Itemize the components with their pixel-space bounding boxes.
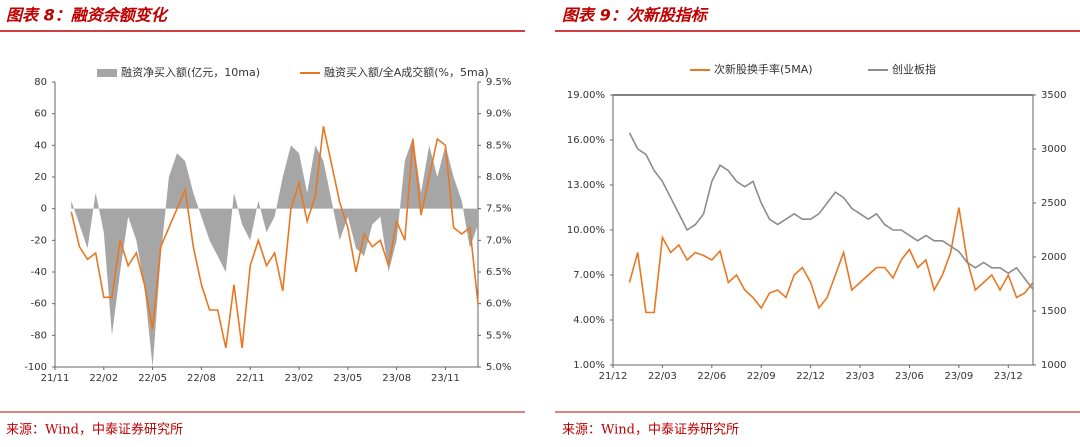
chart-title: 图表 8：融资余额变化	[6, 6, 170, 25]
y2-tick-label: 9.0%	[486, 109, 511, 120]
area	[71, 137, 479, 367]
x-tick-label: 23/05	[333, 373, 362, 384]
x-tick-label: 23/08	[382, 373, 411, 384]
y-tick-label: 4.00%	[573, 315, 605, 326]
y-tick-label: 60	[34, 109, 47, 120]
y-tick-label: 80	[34, 77, 47, 88]
y2-tick-label: 9.5%	[486, 77, 511, 88]
x-tick-label: 23/12	[994, 371, 1023, 382]
y-tick-label: 19.00%	[567, 90, 605, 101]
y-tick-label: 40	[34, 140, 47, 151]
y-tick-label: 13.00%	[567, 180, 605, 191]
y2-tick-label: 2500	[1041, 198, 1066, 209]
legend-label: 融资买入额/全A成交额(%，5ma)	[324, 65, 489, 79]
y2-tick-label: 5.0%	[486, 362, 511, 373]
y-tick-label: 16.00%	[567, 135, 605, 146]
chart-title: 图表 9：次新股指标	[562, 6, 709, 25]
x-tick-label: 23/03	[846, 371, 875, 382]
x-tick-label: 22/05	[138, 373, 167, 384]
y2-tick-label: 3000	[1041, 144, 1066, 155]
source: 来源：Wind，中泰证券研究所	[562, 422, 739, 438]
y2-tick-label: 1500	[1041, 306, 1066, 317]
legend-label: 次新股换手率(5MA)	[714, 62, 813, 76]
y-tick-label: 0	[41, 204, 47, 215]
y2-tick-label: 3500	[1041, 90, 1066, 101]
x-tick-label: 21/12	[599, 371, 628, 382]
legend-label: 创业板指	[892, 62, 936, 76]
legend-swatch	[97, 69, 117, 77]
y-tick-label: -40	[31, 267, 47, 278]
line	[70, 126, 479, 349]
y-tick-label: 20	[34, 172, 47, 183]
y-tick-label: 1.00%	[573, 360, 605, 371]
x-tick-label: 22/12	[796, 371, 825, 382]
x-tick-label: 23/09	[944, 371, 973, 382]
y2-tick-label: 5.5%	[486, 330, 511, 341]
y2-tick-label: 8.5%	[486, 140, 511, 151]
y2-tick-label: 7.5%	[486, 204, 511, 215]
x-tick-label: 22/06	[697, 371, 726, 382]
y-tick-label: -80	[31, 330, 47, 341]
y-tick-label: 7.00%	[573, 270, 605, 281]
y-tick-label: -100	[24, 362, 47, 373]
line	[628, 132, 1034, 290]
line	[628, 207, 1034, 314]
y2-tick-label: 7.0%	[486, 235, 511, 246]
y2-tick-label: 6.5%	[486, 267, 511, 278]
x-tick-label: 22/09	[747, 371, 776, 382]
y2-tick-label: 8.0%	[486, 172, 511, 183]
plot-frame	[612, 94, 1034, 366]
x-tick-label: 23/11	[431, 373, 460, 384]
x-tick-label: 22/11	[236, 373, 265, 384]
x-tick-label: 22/08	[187, 373, 216, 384]
legend-label: 融资净买入额(亿元，10ma)	[121, 65, 260, 79]
y2-tick-label: 6.0%	[486, 299, 511, 310]
x-tick-label: 22/03	[648, 371, 677, 382]
y-tick-label: -20	[31, 235, 47, 246]
y-tick-label: -60	[31, 299, 47, 310]
source: 来源：Wind，中泰证券研究所	[6, 422, 183, 438]
x-tick-label: 21/11	[41, 373, 70, 384]
x-tick-label: 23/06	[895, 371, 924, 382]
x-tick-label: 23/02	[285, 373, 314, 384]
y-tick-label: 10.00%	[567, 225, 605, 236]
y2-tick-label: 1000	[1041, 360, 1066, 371]
y2-tick-label: 2000	[1041, 252, 1066, 263]
x-tick-label: 22/02	[89, 373, 118, 384]
